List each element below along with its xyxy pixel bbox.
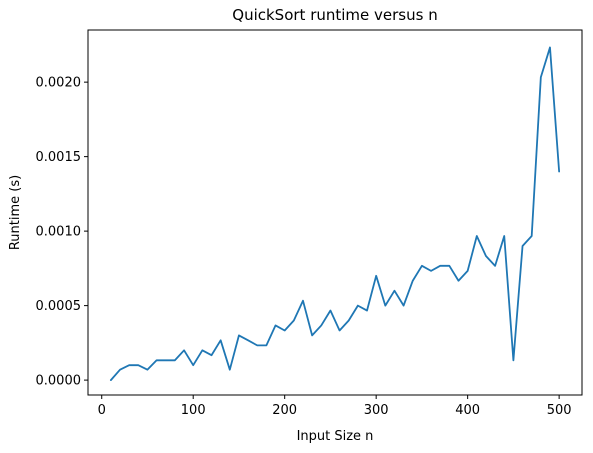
x-tick-label: 100 <box>181 403 206 418</box>
y-axis-label: Runtime (s) <box>8 175 23 250</box>
x-axis-label: Input Size n <box>297 429 374 444</box>
x-tick-label: 400 <box>455 403 480 418</box>
y-tick-label: 0.0015 <box>36 150 82 165</box>
y-tick-label: 0.0005 <box>36 299 82 314</box>
runtime-series-line <box>109 46 561 381</box>
y-tick-label: 0.0000 <box>36 374 82 389</box>
y-tick-label: 0.0010 <box>36 225 82 240</box>
chart-title: QuickSort runtime versus n <box>232 6 437 24</box>
plot-frame <box>87 29 583 396</box>
x-tick-label: 300 <box>364 403 389 418</box>
x-tick-label: 200 <box>272 403 297 418</box>
x-tick-label: 0 <box>98 403 106 418</box>
x-tick-label: 500 <box>547 403 572 418</box>
y-axis-ticks: 0.0000 0.0005 0.0010 0.0015 0.0020 <box>36 76 88 389</box>
x-axis-ticks: 0 100 200 300 400 500 <box>98 395 572 418</box>
y-tick-label: 0.0020 <box>36 76 82 91</box>
